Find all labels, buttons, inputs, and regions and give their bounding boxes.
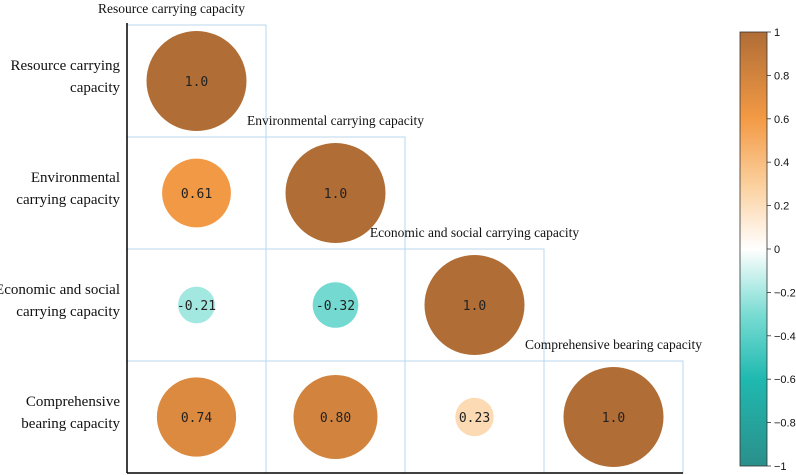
row-label: Economic and social	[0, 282, 120, 298]
row-label: carrying capacity	[16, 304, 120, 320]
correlation-value-label: 0.80	[320, 411, 351, 426]
correlation-circle	[293, 375, 378, 459]
colorbar-tick-label: 0.8	[774, 70, 789, 82]
correlation-circle	[424, 255, 525, 355]
correlation-value-label: 1.0	[185, 75, 208, 90]
column-labels: Resource carrying capacity Environmental …	[98, 1, 702, 352]
colorbar-tick-label: −0.4	[774, 331, 796, 343]
colorbar-tick-label: −0.8	[774, 418, 796, 430]
colorbar-bar	[739, 31, 768, 467]
colorbar-tick-label: −0.2	[774, 287, 796, 299]
row-label: Resource carrying	[10, 58, 120, 74]
column-label: Environmental carrying capacity	[247, 113, 424, 128]
colorbar-tick-label: 0.2	[774, 201, 789, 213]
colorbar-tick-label: −1	[774, 461, 787, 473]
correlation-circle	[162, 158, 231, 228]
correlation-value-label: -0.32	[316, 299, 355, 314]
column-label: Comprehensive bearing capacity	[525, 337, 702, 352]
correlation-circle	[312, 282, 359, 328]
correlation-circle	[455, 397, 494, 437]
correlation-value-label: 0.23	[459, 411, 490, 426]
correlation-circle	[563, 367, 664, 467]
correlation-value-label: 1.0	[324, 187, 347, 202]
correlation-value-label: -0.21	[177, 299, 216, 314]
colorbar: 1 0.8 0.6 0.4 0.2 0 −0.2 −0.4 −0.6 −0.8 −1	[739, 27, 796, 473]
cells: 1.0 0.61 1.0 -0.21 -0.32 1.0 0.74 0.80 0.23 1.0	[146, 31, 664, 467]
correlation-value-label: 0.61	[181, 187, 212, 202]
axes	[126, 23, 683, 474]
correlation-circle	[146, 31, 247, 131]
correlation-circle	[285, 143, 386, 243]
colorbar-tick-label: 0	[774, 244, 780, 256]
colorbar-tick-label: 0.4	[774, 157, 789, 169]
column-label: Resource carrying capacity	[98, 1, 245, 16]
correlation-circle	[156, 377, 237, 457]
row-label: Environmental	[31, 170, 120, 186]
row-label: capacity	[70, 80, 120, 96]
row-label: Comprehensive	[26, 394, 120, 410]
row-labels: Resource carrying capacity Environmental ca…	[0, 58, 120, 432]
correlation-circle	[178, 286, 215, 324]
colorbar-tick-label: 0.6	[774, 114, 789, 126]
colorbar-tick-label: 1	[774, 27, 780, 39]
colorbar-tick-label: −0.6	[774, 374, 796, 386]
column-label: Economic and social carrying capacity	[370, 225, 579, 240]
correlation-value-label: 1.0	[463, 299, 486, 314]
correlation-value-label: 1.0	[602, 411, 625, 426]
row-label: carrying capacity	[16, 192, 120, 208]
row-label: bearing capacity	[21, 416, 120, 432]
grid-lines	[126, 24, 684, 474]
correlation-value-label: 0.74	[181, 411, 212, 426]
